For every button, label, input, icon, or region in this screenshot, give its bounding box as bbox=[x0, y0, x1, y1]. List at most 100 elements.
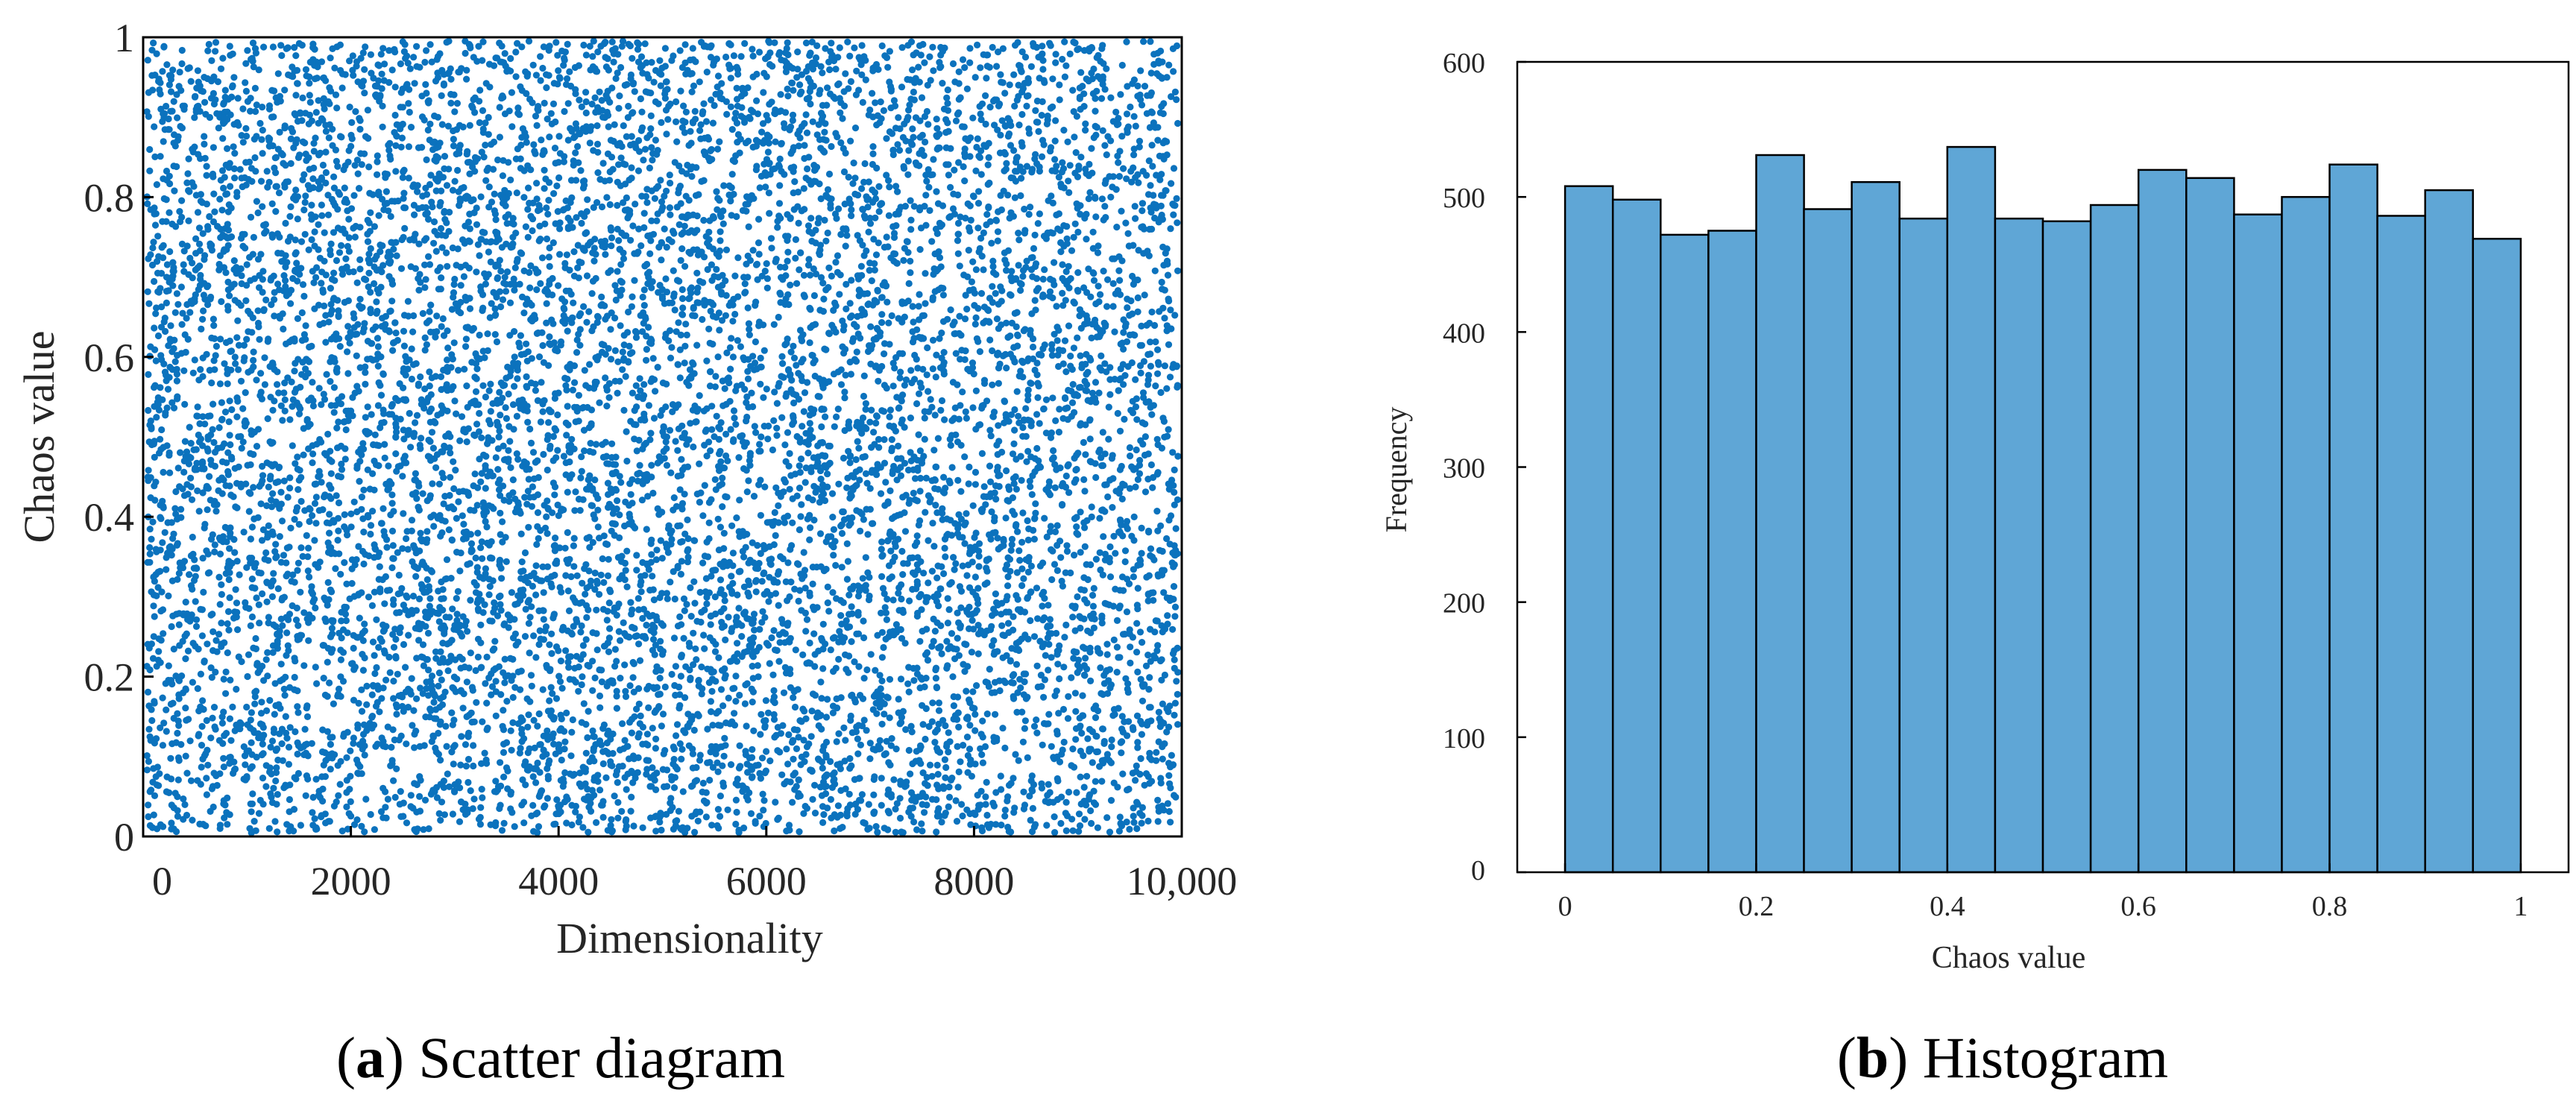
scatter-point bbox=[399, 702, 406, 710]
scatter-point bbox=[381, 454, 388, 461]
scatter-point bbox=[1082, 655, 1089, 662]
scatter-point bbox=[503, 414, 511, 423]
scatter-point bbox=[585, 707, 592, 715]
scatter-point bbox=[1171, 711, 1178, 719]
scatter-point bbox=[810, 265, 817, 273]
scatter-point bbox=[1174, 721, 1182, 728]
scatter-point bbox=[922, 138, 929, 146]
scatter-point bbox=[235, 341, 243, 349]
scatter-point bbox=[353, 464, 361, 472]
scatter-point bbox=[237, 377, 245, 385]
scatter-point bbox=[945, 171, 952, 179]
scatter-point bbox=[145, 801, 152, 809]
scatter-point bbox=[520, 798, 528, 806]
scatter-point bbox=[599, 160, 607, 167]
scatter-point bbox=[633, 705, 640, 713]
scatter-point bbox=[207, 734, 215, 742]
scatter-point bbox=[905, 688, 913, 696]
scatter-point bbox=[354, 321, 362, 328]
scatter-point bbox=[410, 429, 418, 437]
scatter-point bbox=[775, 602, 782, 609]
scatter-point bbox=[410, 201, 418, 209]
scatter-point bbox=[774, 224, 781, 231]
scatter-point bbox=[779, 360, 787, 368]
scatter-point bbox=[759, 790, 766, 798]
scatter-point bbox=[1068, 674, 1075, 681]
scatter-point bbox=[607, 758, 614, 766]
scatter-point bbox=[753, 97, 760, 104]
scatter-point bbox=[854, 192, 862, 199]
scatter-point bbox=[921, 809, 928, 816]
scatter-point bbox=[1027, 617, 1034, 625]
scatter-point bbox=[165, 592, 172, 600]
scatter-point bbox=[743, 722, 750, 730]
scatter-point bbox=[183, 811, 191, 819]
scatter-point bbox=[475, 42, 482, 50]
scatter-point bbox=[728, 587, 736, 595]
scatter-point bbox=[1165, 341, 1173, 348]
scatter-point bbox=[829, 709, 837, 716]
scatter-point bbox=[173, 290, 180, 297]
scatter-point bbox=[554, 447, 561, 454]
scatter-point bbox=[884, 499, 892, 507]
scatter-point bbox=[1051, 259, 1058, 266]
scatter-point bbox=[232, 360, 239, 368]
scatter-point bbox=[478, 663, 485, 671]
scatter-point bbox=[1074, 656, 1083, 663]
scatter-point bbox=[546, 133, 553, 141]
scatter-point bbox=[497, 412, 504, 419]
scatter-point bbox=[845, 591, 853, 599]
scatter-point bbox=[308, 740, 315, 747]
scatter-point bbox=[1002, 514, 1010, 522]
scatter-point bbox=[1015, 92, 1022, 100]
scatter-point bbox=[226, 594, 233, 602]
scatter-point bbox=[171, 358, 179, 365]
scatter-point bbox=[1004, 620, 1013, 627]
scatter-point bbox=[915, 63, 922, 71]
scatter-point bbox=[171, 505, 179, 512]
scatter-point bbox=[1023, 458, 1030, 465]
scatter-point bbox=[975, 801, 983, 809]
scatter-point bbox=[968, 649, 975, 656]
scatter-point bbox=[997, 192, 1004, 199]
scatter-point bbox=[916, 291, 923, 298]
scatter-point bbox=[643, 346, 651, 353]
scatter-point bbox=[666, 426, 674, 434]
scatter-point bbox=[301, 198, 309, 207]
scatter-point bbox=[407, 792, 415, 799]
scatter-point bbox=[511, 823, 518, 830]
scatter-point bbox=[395, 571, 403, 579]
scatter-point bbox=[631, 435, 638, 443]
scatter-point bbox=[248, 709, 255, 716]
scatter-point bbox=[1115, 173, 1123, 180]
scatter-point bbox=[712, 373, 719, 380]
scatter-point bbox=[775, 313, 782, 321]
scatter-point bbox=[402, 663, 409, 671]
scatter-point bbox=[752, 762, 760, 769]
scatter-point bbox=[952, 797, 960, 804]
scatter-point bbox=[386, 669, 394, 676]
scatter-point bbox=[322, 127, 330, 135]
scatter-point bbox=[1118, 749, 1125, 757]
scatter-point bbox=[775, 382, 782, 390]
scatter-point bbox=[500, 748, 508, 757]
scatter-point bbox=[1064, 715, 1072, 722]
scatter-point bbox=[570, 272, 579, 280]
scatter-point bbox=[159, 694, 166, 702]
scatter-point bbox=[204, 47, 212, 54]
scatter-point bbox=[418, 92, 426, 100]
scatter-point bbox=[199, 315, 207, 323]
scatter-point bbox=[1077, 352, 1084, 359]
scatter-point bbox=[931, 728, 939, 736]
scatter-point bbox=[374, 402, 382, 409]
scatter-point bbox=[265, 614, 272, 621]
scatter-point bbox=[966, 463, 973, 471]
scatter-point bbox=[148, 261, 157, 269]
scatter-point bbox=[725, 694, 732, 702]
scatter-point bbox=[916, 488, 924, 495]
scatter-point bbox=[216, 601, 224, 608]
scatter-point bbox=[154, 394, 162, 402]
scatter-point bbox=[878, 311, 886, 318]
scatter-point bbox=[728, 212, 735, 219]
scatter-point bbox=[1045, 710, 1053, 718]
